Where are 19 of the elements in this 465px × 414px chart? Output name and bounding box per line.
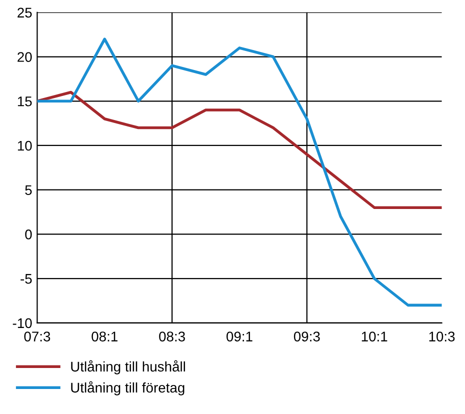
x-tick-label: 08:1 bbox=[92, 332, 118, 342]
x-tick-label: 10:1 bbox=[362, 332, 388, 342]
x-tick-label: 09:1 bbox=[226, 332, 252, 342]
y-tick-label: 25 bbox=[18, 8, 32, 18]
x-tick-label: 09:3 bbox=[294, 332, 320, 342]
y-tick-label: 5 bbox=[25, 185, 32, 196]
x-tick-label: 07:3 bbox=[24, 332, 50, 342]
y-tick-label: 0 bbox=[25, 230, 32, 240]
x-tick-label: 08:3 bbox=[159, 332, 185, 342]
y-tick-label: 20 bbox=[18, 52, 32, 62]
y-tick-label: -10 bbox=[12, 318, 32, 328]
x-tick-label: 10:3 bbox=[429, 332, 455, 342]
y-tick-label: 15 bbox=[18, 96, 32, 106]
line-series bbox=[37, 38, 442, 307]
y-tick-label: -5 bbox=[20, 274, 32, 284]
line-series bbox=[37, 90, 442, 209]
legend-label: Utlåning till hushåll bbox=[71, 360, 185, 374]
legend-label: Utlåning till företag bbox=[71, 381, 184, 396]
y-tick-label: 10 bbox=[18, 140, 32, 151]
